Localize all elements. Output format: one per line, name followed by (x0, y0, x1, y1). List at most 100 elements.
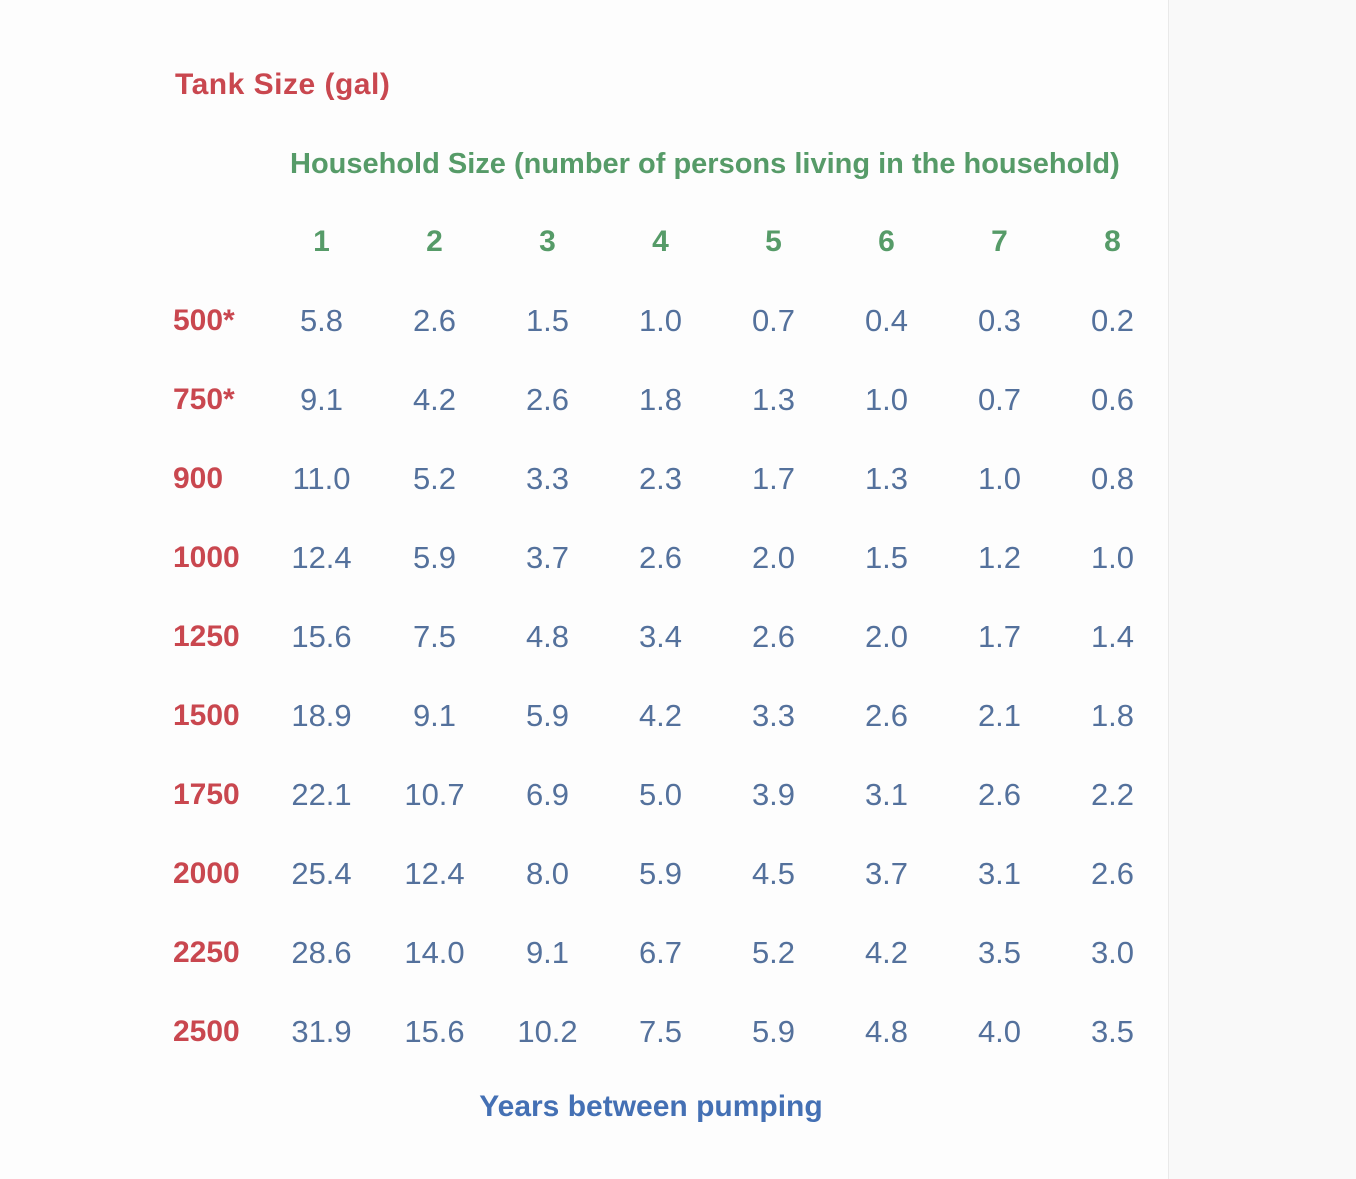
value-cell: 4.8 (525, 619, 570, 654)
value-cell: 25.4 (291, 856, 352, 891)
value-cell: 4.0 (977, 1014, 1022, 1049)
value-cell: 5.9 (638, 856, 683, 891)
value-cell: 0.2 (1090, 303, 1135, 338)
column-header-1: 1 (313, 224, 330, 258)
tank-size-row-label: 1750 (173, 777, 240, 811)
value-cell: 3.5 (977, 935, 1022, 970)
value-cell: 12.4 (291, 540, 352, 575)
value-cell: 2.1 (977, 698, 1022, 733)
value-cell: 18.9 (291, 698, 352, 733)
value-cell: 1.3 (751, 382, 796, 417)
value-cell: 0.3 (977, 303, 1022, 338)
tank-size-row-label: 500* (173, 303, 235, 337)
table-row: 2000 25.4 12.4 8.0 5.9 4.5 3.7 3.1 2.6 (165, 834, 1169, 913)
value-cell: 5.2 (751, 935, 796, 970)
value-cell: 3.5 (1090, 1014, 1135, 1049)
value-cell: 5.9 (751, 1014, 796, 1049)
value-cell: 9.1 (299, 382, 344, 417)
column-header-7: 7 (991, 224, 1008, 258)
value-cell: 1.7 (977, 619, 1022, 654)
tank-size-axis-label: Tank Size (gal) (175, 68, 391, 101)
value-cell: 1.5 (525, 303, 570, 338)
value-cell: 31.9 (291, 1014, 352, 1049)
value-cell: 4.5 (751, 856, 796, 891)
household-size-axis-label: Household Size (number of persons living… (290, 148, 1120, 180)
value-cell: 2.0 (864, 619, 909, 654)
tank-size-row-label: 2500 (173, 1014, 240, 1048)
table-row: 1000 12.4 5.9 3.7 2.6 2.0 1.5 1.2 1.0 (165, 518, 1169, 597)
value-cell: 4.2 (638, 698, 683, 733)
tank-size-row-label: 1500 (173, 698, 240, 732)
value-cell: 2.6 (412, 303, 457, 338)
value-cell: 3.1 (864, 777, 909, 812)
value-cell: 5.9 (412, 540, 457, 575)
value-cell: 3.0 (1090, 935, 1135, 970)
column-header-5: 5 (765, 224, 782, 258)
value-cell: 3.9 (751, 777, 796, 812)
value-cell: 1.0 (977, 461, 1022, 496)
value-cell: 10.2 (517, 1014, 578, 1049)
value-cell: 2.2 (1090, 777, 1135, 812)
value-cell: 10.7 (404, 777, 465, 812)
table-row: 1250 15.6 7.5 4.8 3.4 2.6 2.0 1.7 1.4 (165, 597, 1169, 676)
value-cell: 5.9 (525, 698, 570, 733)
value-cell: 5.2 (412, 461, 457, 496)
value-cell: 3.7 (864, 856, 909, 891)
value-cell: 2.3 (638, 461, 683, 496)
tank-size-row-label: 2000 (173, 856, 240, 890)
value-cell: 2.6 (525, 382, 570, 417)
value-cell: 22.1 (291, 777, 352, 812)
value-cell: 2.6 (864, 698, 909, 733)
value-cell: 1.0 (1090, 540, 1135, 575)
value-cell: 2.6 (751, 619, 796, 654)
value-cell: 6.9 (525, 777, 570, 812)
table-row: 1750 22.1 10.7 6.9 5.0 3.9 3.1 2.6 2.2 (165, 755, 1169, 834)
value-cell: 14.0 (404, 935, 465, 970)
tank-size-row-label: 750* (173, 382, 235, 416)
years-between-pumping-label: Years between pumping (479, 1090, 823, 1123)
value-cell: 5.8 (299, 303, 344, 338)
value-cell: 0.7 (977, 382, 1022, 417)
table-row: 900 11.0 5.2 3.3 2.3 1.7 1.3 1.0 0.8 (165, 439, 1169, 518)
value-cell: 0.8 (1090, 461, 1135, 496)
value-cell: 1.7 (751, 461, 796, 496)
value-cell: 3.1 (977, 856, 1022, 891)
page-right-margin (1169, 0, 1356, 1179)
value-cell: 6.7 (638, 935, 683, 970)
tank-size-row-label: 1250 (173, 619, 240, 653)
value-cell: 2.0 (751, 540, 796, 575)
value-cell: 7.5 (638, 1014, 683, 1049)
value-cell: 2.6 (1090, 856, 1135, 891)
value-cell: 4.2 (864, 935, 909, 970)
value-cell: 1.0 (638, 303, 683, 338)
value-cell: 28.6 (291, 935, 352, 970)
tank-size-row-label: 1000 (173, 540, 240, 574)
tank-size-row-label: 2250 (173, 935, 240, 969)
value-cell: 3.3 (525, 461, 570, 496)
value-cell: 3.7 (525, 540, 570, 575)
value-cell: 1.5 (864, 540, 909, 575)
value-cell: 4.8 (864, 1014, 909, 1049)
value-cell: 12.4 (404, 856, 465, 891)
table-header-row: 1 2 3 4 5 6 7 8 (165, 202, 1169, 281)
value-cell: 3.4 (638, 619, 683, 654)
table-row: 500* 5.8 2.6 1.5 1.0 0.7 0.4 0.3 0.2 (165, 281, 1169, 360)
pumping-interval-table: 1 2 3 4 5 6 7 8 500* 5.8 2.6 1.5 1.0 0.7 0.4 0.3 0.2 750… (165, 202, 1169, 1071)
column-header-8: 8 (1104, 224, 1121, 258)
value-cell: 5.0 (638, 777, 683, 812)
value-cell: 7.5 (412, 619, 457, 654)
value-cell: 1.3 (864, 461, 909, 496)
table-row: 2500 31.9 15.6 10.2 7.5 5.9 4.8 4.0 3.5 (165, 992, 1169, 1071)
table-row: 2250 28.6 14.0 9.1 6.7 5.2 4.2 3.5 3.0 (165, 913, 1169, 992)
value-cell: 9.1 (412, 698, 457, 733)
column-header-2: 2 (426, 224, 443, 258)
page-edge-line (1168, 0, 1169, 1179)
value-cell: 4.2 (412, 382, 457, 417)
value-cell: 0.4 (864, 303, 909, 338)
value-cell: 1.0 (864, 382, 909, 417)
value-cell: 0.6 (1090, 382, 1135, 417)
column-header-3: 3 (539, 224, 556, 258)
table-row: 1500 18.9 9.1 5.9 4.2 3.3 2.6 2.1 1.8 (165, 676, 1169, 755)
table-row: 750* 9.1 4.2 2.6 1.8 1.3 1.0 0.7 0.6 (165, 360, 1169, 439)
